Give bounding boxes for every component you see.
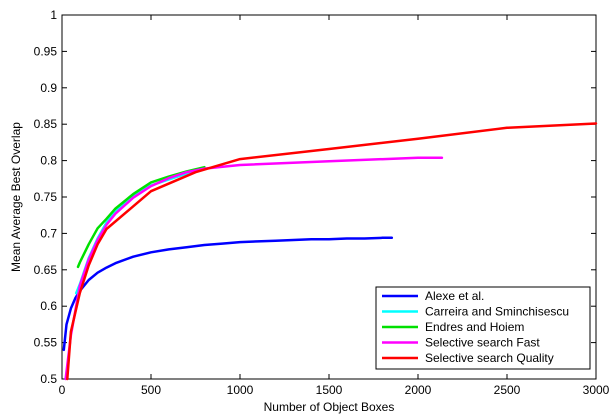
legend: Alexe et al. Carreira and SminchisescuEnd… [375, 286, 591, 370]
y-tick-label: 0.8 [40, 154, 57, 168]
series-line-4 [64, 156, 444, 381]
legend-label: Alexe et al. [425, 289, 484, 303]
series-line-5 [66, 122, 598, 381]
x-tick-label: 2000 [405, 383, 432, 397]
series-lines [62, 122, 598, 381]
y-tick-label: 0.9 [40, 81, 57, 95]
y-tick-label: 0.5 [40, 372, 57, 386]
y-tick-label: 0.65 [34, 263, 58, 277]
x-tick-label: 3000 [583, 383, 610, 397]
x-tick-label: 500 [141, 383, 161, 397]
x-axis-ticks: 0 500 1000 1500 2000 2500 3000 [59, 15, 610, 397]
x-tick-label: 1000 [227, 383, 254, 397]
x-tick-label: 1500 [316, 383, 343, 397]
y-axis-ticks: 0.5 0.55 0.6 0.65 0.7 0.75 0.8 0.85 0.9 0.95 1 [34, 8, 596, 386]
y-tick-label: 0.6 [40, 299, 57, 313]
y-tick-label: 0.75 [34, 190, 58, 204]
x-tick-label: 2500 [494, 383, 521, 397]
y-axis-label: Mean Average Best Overlap [9, 122, 23, 272]
y-tick-label: 0.55 [34, 336, 58, 350]
legend-label: Endres and Hoiem [425, 320, 524, 334]
x-axis-label: Number of Object Boxes [264, 400, 395, 414]
legend-label: Selective search Fast [425, 336, 540, 350]
legend-label: Selective search Quality [425, 351, 554, 365]
y-tick-label: 0.85 [34, 117, 58, 131]
y-tick-label: 0.95 [34, 44, 58, 58]
y-tick-label: 1 [50, 8, 57, 22]
y-tick-label: 0.7 [40, 226, 57, 240]
x-tick-label: 0 [59, 383, 66, 397]
legend-items: Alexe et al. Carreira and SminchisescuEnd… [382, 289, 569, 365]
legend-label: Carreira and Sminchisescu [425, 305, 569, 319]
